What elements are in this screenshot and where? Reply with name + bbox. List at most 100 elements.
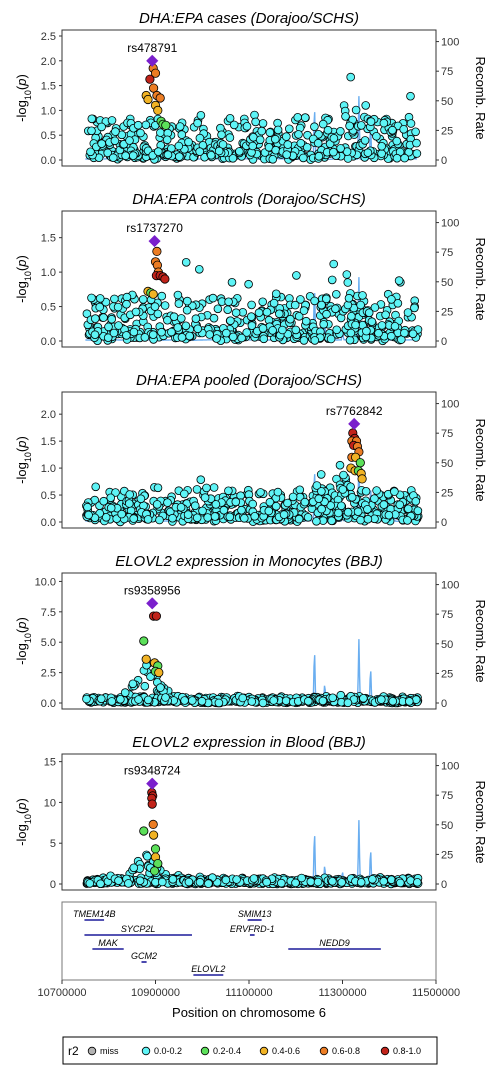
snp-point xyxy=(99,313,108,322)
snp-point xyxy=(209,483,219,492)
snp-point xyxy=(140,681,150,691)
snp-point xyxy=(106,503,116,513)
snp-point xyxy=(370,494,379,503)
snp-point xyxy=(394,276,404,285)
snp-point xyxy=(97,694,106,704)
snp-point xyxy=(190,501,200,511)
snp-point xyxy=(223,305,233,315)
recomb-tick-label: 100 xyxy=(441,218,459,230)
recomb-axis-label: Recomb. Rate xyxy=(473,56,488,139)
snp-point xyxy=(155,515,164,525)
snp-point xyxy=(379,118,389,128)
y-tick-label: 1.5 xyxy=(41,436,56,448)
snp-point-ld xyxy=(148,289,158,299)
snp-point xyxy=(226,316,235,326)
recomb-tick-label: 0 xyxy=(441,517,447,529)
x-tick-label: 11100000 xyxy=(225,987,272,999)
snp-point xyxy=(296,138,306,148)
snp-point xyxy=(343,698,353,708)
y-tick-label: 2.5 xyxy=(41,668,56,680)
gene-label: MAK xyxy=(98,938,119,948)
legend-entry-label: 0.6-0.8 xyxy=(332,1046,360,1056)
snp-point xyxy=(214,146,224,156)
snp-point xyxy=(347,311,356,321)
lead-snp-label: rs478791 xyxy=(127,41,177,55)
recomb-tick-label: 75 xyxy=(441,66,453,78)
snp-point xyxy=(86,147,95,157)
snp-point xyxy=(206,151,216,160)
snp-point xyxy=(162,135,172,145)
snp-point xyxy=(136,128,145,138)
snp-point xyxy=(281,132,291,141)
snp-point xyxy=(107,314,116,324)
snp-point xyxy=(244,279,253,289)
y-tick-label: 0.0 xyxy=(41,698,56,710)
snp-point xyxy=(218,140,228,149)
legend-entry-label: 0.8-1.0 xyxy=(393,1046,421,1056)
snp-point xyxy=(235,147,244,156)
snp-point xyxy=(205,330,214,339)
snp-point xyxy=(250,511,260,521)
snp-point xyxy=(301,316,311,326)
snp-point xyxy=(184,877,194,887)
snp-point xyxy=(140,333,150,342)
gene-label: ERVFRD-1 xyxy=(230,924,275,934)
panel-title: ELOVL2 expression in Blood (BBJ) xyxy=(132,734,365,751)
snp-point xyxy=(103,148,112,158)
snp-point xyxy=(110,294,119,304)
snp-point xyxy=(395,878,405,888)
snp-point xyxy=(180,489,189,499)
snp-point xyxy=(204,879,213,888)
snp-point xyxy=(111,488,120,497)
x-tick-label: 10900000 xyxy=(131,987,180,999)
recomb-tick-label: 75 xyxy=(441,609,453,621)
snp-point xyxy=(377,149,386,158)
snp-point xyxy=(150,302,160,311)
snp-point xyxy=(84,510,93,520)
snp-point xyxy=(95,302,104,312)
y-axis-label: -log10(p) xyxy=(14,617,33,665)
recomb-axis-label: Recomb. Rate xyxy=(473,599,488,682)
snp-point xyxy=(198,506,207,516)
snp-point xyxy=(310,336,320,345)
snp-point xyxy=(153,309,163,319)
snp-point xyxy=(228,332,238,342)
y-axis-label: -log10(p) xyxy=(14,74,33,122)
recomb-tick-label: 50 xyxy=(441,820,453,832)
snp-point xyxy=(274,309,284,319)
snp-point xyxy=(377,321,387,330)
lead-snp-marker xyxy=(146,777,159,790)
snp-point xyxy=(103,333,113,343)
panel-title: DHA:EPA controls (Dorajoo/SCHS) xyxy=(132,191,365,208)
snp-point xyxy=(185,331,194,341)
snp-point xyxy=(395,500,405,510)
panel-frame xyxy=(61,572,437,710)
snp-point xyxy=(249,874,259,883)
lead-snp-marker xyxy=(148,234,161,248)
lead-snp-label: rs9358956 xyxy=(124,583,181,597)
x-tick-label: 10700000 xyxy=(38,987,87,999)
snp-point xyxy=(242,328,252,337)
snp-point xyxy=(364,308,374,318)
y-tick-label: 0.5 xyxy=(41,302,56,314)
svg-text:-log10(p): -log10(p) xyxy=(14,255,33,303)
y-tick-label: 1.0 xyxy=(41,267,56,279)
snp-point xyxy=(197,696,207,706)
lead-snp-label: rs7762842 xyxy=(326,404,383,418)
snp-point xyxy=(125,136,134,145)
y-tick-label: 5 xyxy=(50,838,56,850)
snp-point xyxy=(111,127,120,136)
snp-point xyxy=(181,321,191,331)
snp-point xyxy=(228,154,238,163)
snp-point xyxy=(336,127,345,136)
snp-point xyxy=(227,277,237,287)
snp-point xyxy=(381,310,390,320)
snp-point xyxy=(361,101,371,110)
snp-point xyxy=(259,334,269,344)
recomb-tick-label: 50 xyxy=(441,96,453,108)
snp-point xyxy=(318,696,328,706)
snp-point xyxy=(276,878,286,888)
snp-point xyxy=(377,142,387,151)
snp-point xyxy=(183,510,193,519)
snp-point xyxy=(404,697,414,706)
